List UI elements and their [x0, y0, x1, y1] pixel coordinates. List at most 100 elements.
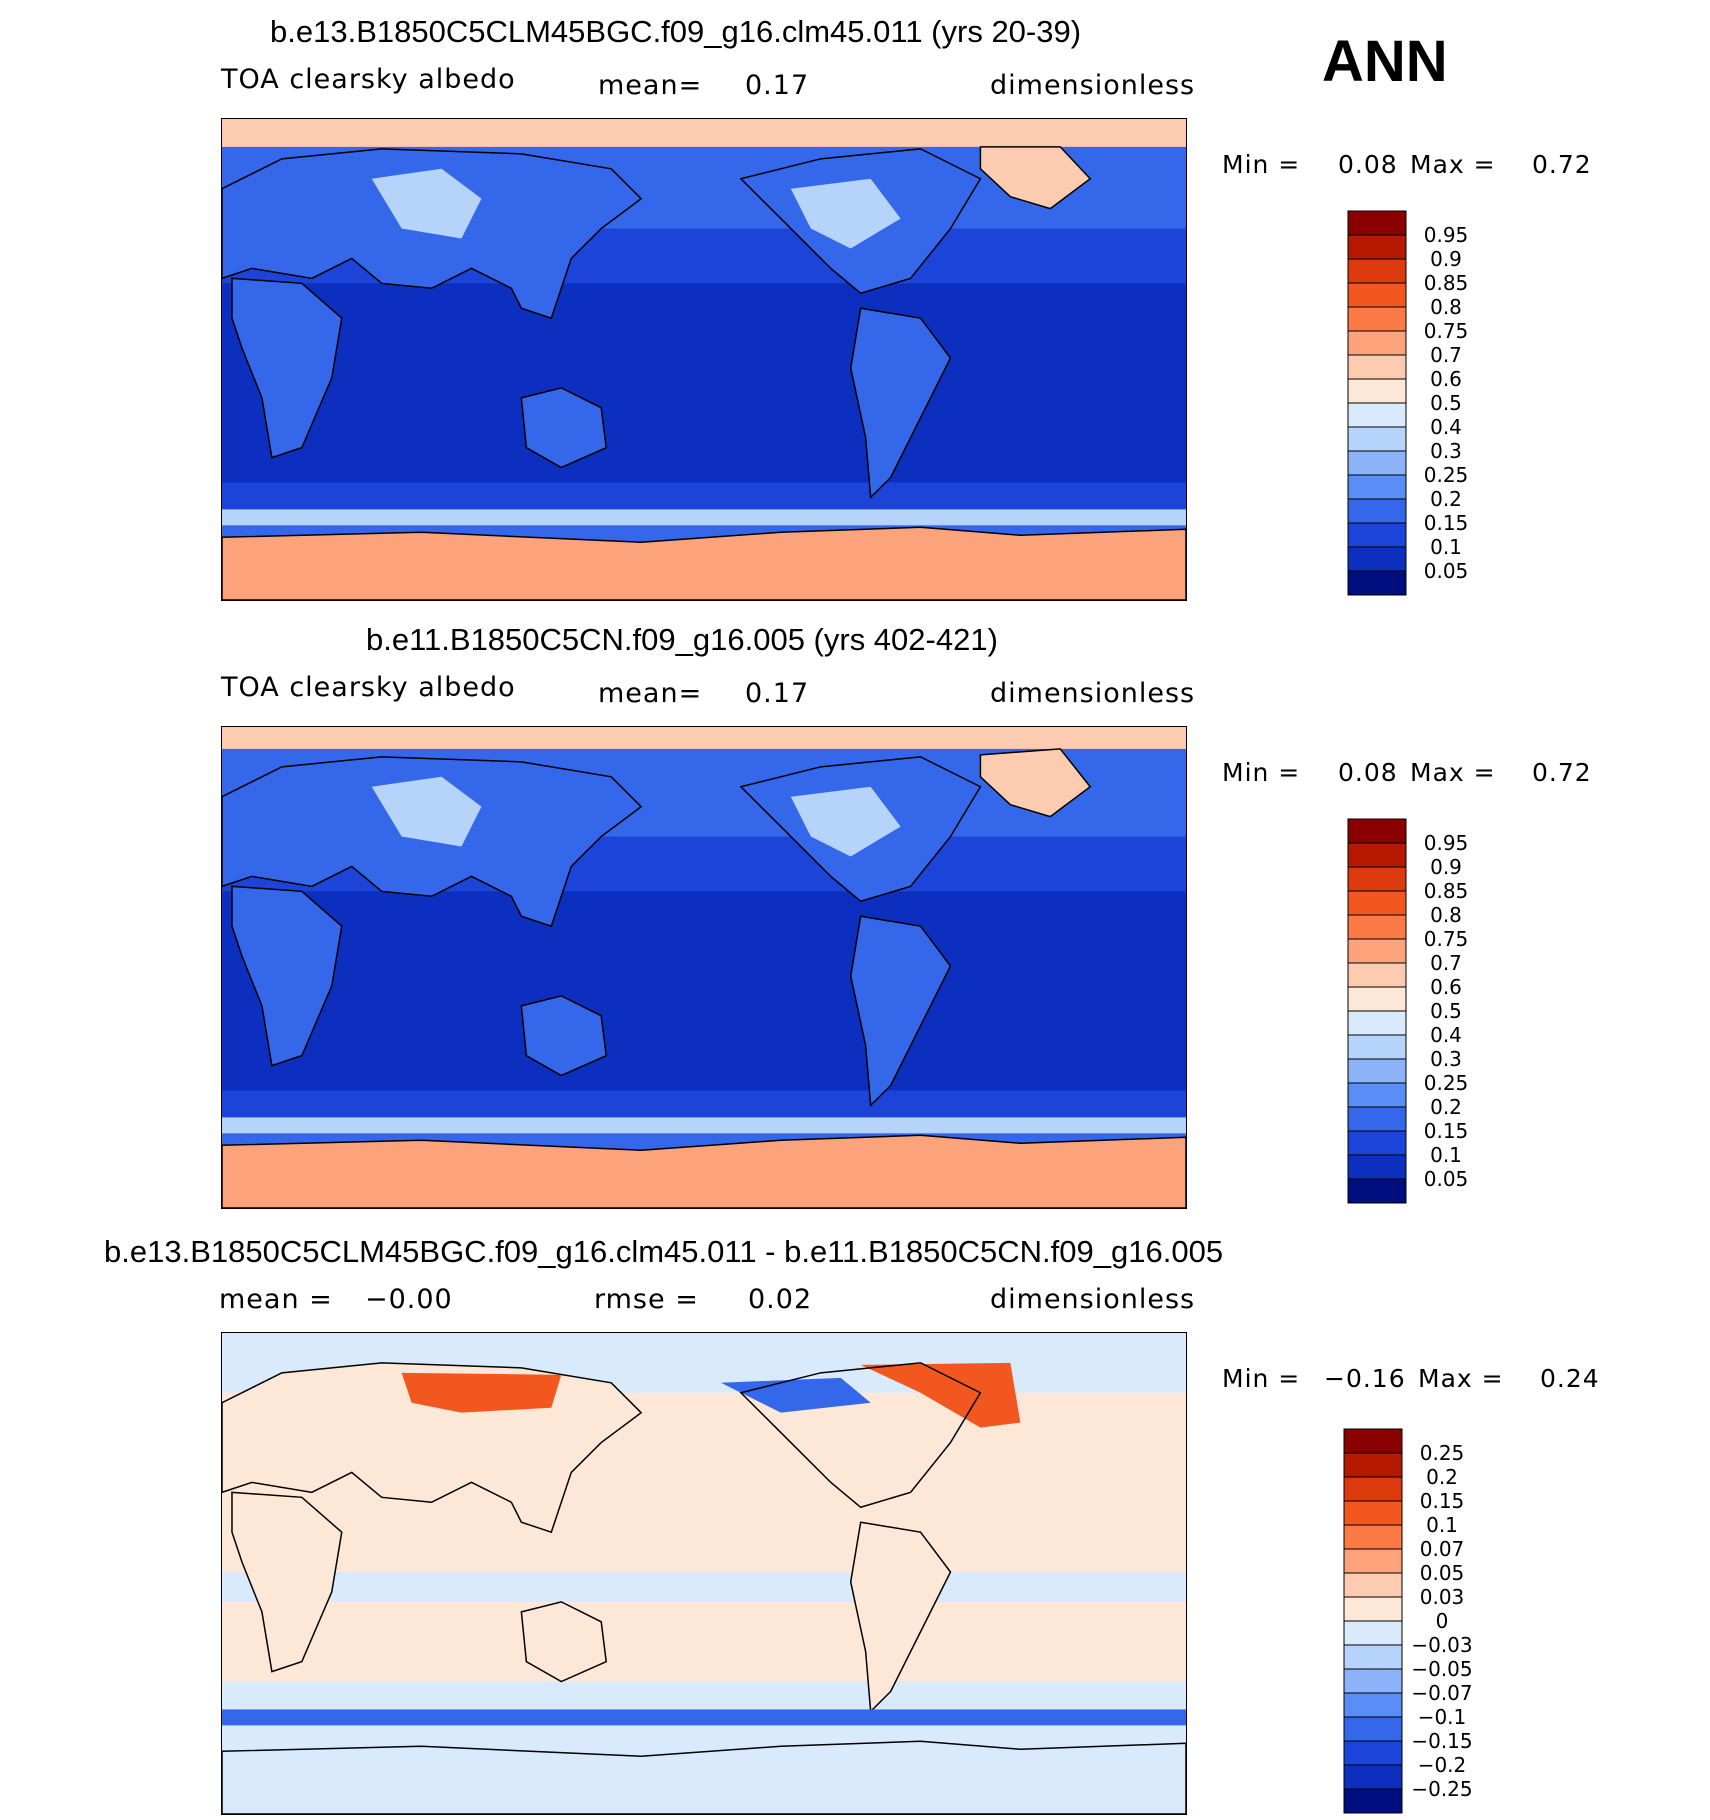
- colorbar-swatch: [1343, 1692, 1403, 1718]
- panel-3-min-value: −0.16: [1324, 1364, 1406, 1393]
- panel-2-mean-label: mean=: [598, 678, 703, 709]
- colorbar-tick-label: 0.1: [1426, 1513, 1458, 1537]
- north-america-bright: [790, 178, 901, 249]
- colorbar-swatch: [1347, 234, 1407, 260]
- arctic-ice: [222, 727, 1186, 749]
- panel-2-map-svg: [222, 727, 1186, 1208]
- panel-3-map-svg: [222, 1333, 1186, 1814]
- panel-2-colorbar-svg: 0.950.90.850.80.750.70.60.50.40.30.250.2…: [1347, 818, 1469, 1204]
- colorbar-tick-label: 0.85: [1424, 879, 1469, 903]
- panel-1-units: dimensionless: [990, 70, 1196, 101]
- colorbar-swatch: [1347, 1154, 1407, 1180]
- panel-2-min-label: Min =: [1222, 758, 1301, 787]
- colorbar-swatch: [1347, 1106, 1407, 1132]
- colorbar-swatch: [1347, 378, 1407, 404]
- panel-3-mean-value: −0.00: [365, 1284, 453, 1315]
- colorbar-tick-label: −0.1: [1418, 1705, 1467, 1729]
- colorbar-swatch: [1343, 1668, 1403, 1694]
- panel-3-max-label: Max =: [1418, 1364, 1504, 1393]
- colorbar-swatch: [1347, 498, 1407, 524]
- colorbar-tick-label: −0.2: [1418, 1753, 1467, 1777]
- antarctica-outline: [222, 1740, 1186, 1814]
- colorbar-tick-label: 0.07: [1420, 1537, 1465, 1561]
- panel-3-max-value: 0.24: [1540, 1364, 1600, 1393]
- colorbar-swatch: [1347, 842, 1407, 868]
- beringia-cold: [720, 1377, 871, 1413]
- panel-1-min-value: 0.08: [1338, 150, 1398, 179]
- colorbar-tick-label: 0.2: [1430, 487, 1462, 511]
- colorbar-tick-label: 0.9: [1430, 855, 1462, 879]
- panel-2-max-value: 0.72: [1532, 758, 1592, 787]
- panel-1-colorbar: 0.95 0.9 0.85 0.8 0.75 0.7 0.6 0.5 0.4 0.3 0.25 0.2…: [1347, 210, 1498, 596]
- colorbar-tick-label: 0.2: [1426, 1465, 1458, 1489]
- panel-3-units: dimensionless: [990, 1284, 1196, 1315]
- colorbar-tick-label: 0.95: [1424, 223, 1469, 247]
- colorbar-tick-label: 0.8: [1430, 903, 1462, 927]
- north-america-bright: [790, 786, 901, 857]
- colorbar-tick-label: 0.95: [1424, 831, 1469, 855]
- ocean-tropics-band: [222, 283, 1186, 483]
- south-america: [849, 915, 952, 1108]
- colorbar-swatch: [1347, 1082, 1407, 1108]
- colorbar-tick-label: 0.5: [1430, 999, 1462, 1023]
- colorbar-tick-label: 0.2: [1430, 1095, 1462, 1119]
- colorbar-tick-label: 0.4: [1430, 1023, 1462, 1047]
- southern-ocean-light: [222, 1117, 1186, 1134]
- colorbar-tick-label: 0.15: [1424, 511, 1469, 535]
- colorbar-tick-label: 0.8: [1430, 295, 1462, 319]
- colorbar-swatch: [1343, 1716, 1403, 1742]
- panel-3-rmse-value: 0.02: [748, 1284, 813, 1315]
- antarctica: [222, 1134, 1186, 1208]
- panel-2-max-label: Max =: [1410, 758, 1496, 787]
- colorbar-tick-label: 0.1: [1430, 535, 1462, 559]
- panel-2-title: b.e11.B1850C5CN.f09_g16.005 (yrs 402-421…: [366, 622, 998, 657]
- panel-2-map: [221, 726, 1187, 1209]
- panel-1-map: [221, 118, 1187, 601]
- canada-warm: [860, 1362, 1021, 1428]
- panel-3-mean-label: mean =: [219, 1284, 333, 1315]
- colorbar-swatch: [1343, 1476, 1403, 1502]
- panel-3-rmse-label: rmse =: [594, 1284, 699, 1315]
- colorbar-tick-label: −0.07: [1411, 1681, 1472, 1705]
- colorbar-swatch: [1347, 866, 1407, 892]
- siberia-warm: [401, 1372, 562, 1413]
- colorbar-tick-label: 0.3: [1430, 1047, 1462, 1071]
- colorbar-swatch: [1343, 1524, 1403, 1550]
- panel-1-min-label: Min =: [1222, 150, 1301, 179]
- colorbar-swatch: [1347, 402, 1407, 428]
- colorbar-swatch: [1347, 1178, 1407, 1204]
- colorbar-tick-label: 0: [1436, 1609, 1449, 1633]
- colorbar-tick-label: 0.05: [1424, 1167, 1469, 1191]
- africa: [231, 885, 343, 1067]
- panel-2-colorbar: 0.95 0.9 0.85 0.8 0.75 0.7 0.6 0.5 0.4 0.3 0.25 0.2…: [1347, 818, 1498, 1204]
- eurasia-bright: [371, 776, 482, 847]
- africa-outline: [231, 1491, 343, 1673]
- season-label: ANN: [1322, 29, 1448, 94]
- colorbar-tick-label: 0.05: [1424, 559, 1469, 583]
- panel-2-units: dimensionless: [990, 678, 1196, 709]
- colorbar-swatch: [1347, 474, 1407, 500]
- ocean-tropics-band: [222, 891, 1186, 1091]
- colorbar-swatch: [1347, 330, 1407, 356]
- colorbar-tick-label: 0.7: [1430, 951, 1462, 975]
- colorbar-swatch: [1347, 914, 1407, 940]
- colorbar-swatch: [1343, 1740, 1403, 1766]
- colorbar-tick-label: 0.15: [1420, 1489, 1465, 1513]
- colorbar-swatch: [1343, 1620, 1403, 1646]
- colorbar-swatch: [1347, 426, 1407, 452]
- eurasia-bright: [371, 168, 482, 239]
- greenland: [979, 748, 1092, 818]
- panel-1-map-svg: [222, 119, 1186, 600]
- colorbar-tick-label: −0.03: [1411, 1633, 1472, 1657]
- colorbar-swatch: [1347, 210, 1407, 236]
- panel-1-variable: TOA clearsky albedo: [221, 64, 516, 95]
- panel-2-min-value: 0.08: [1338, 758, 1398, 787]
- panel-2-mean-value: 0.17: [745, 678, 810, 709]
- southern-ocean-cold: [222, 1709, 1186, 1726]
- colorbar-tick-label: 0.7: [1430, 343, 1462, 367]
- colorbar-swatch: [1347, 986, 1407, 1012]
- panel-1-title: b.e13.B1850C5CLM45BGC.f09_g16.clm45.011 …: [270, 14, 1082, 49]
- panel-3-map: [221, 1332, 1187, 1815]
- australia: [520, 387, 608, 469]
- colorbar-swatch: [1347, 1010, 1407, 1036]
